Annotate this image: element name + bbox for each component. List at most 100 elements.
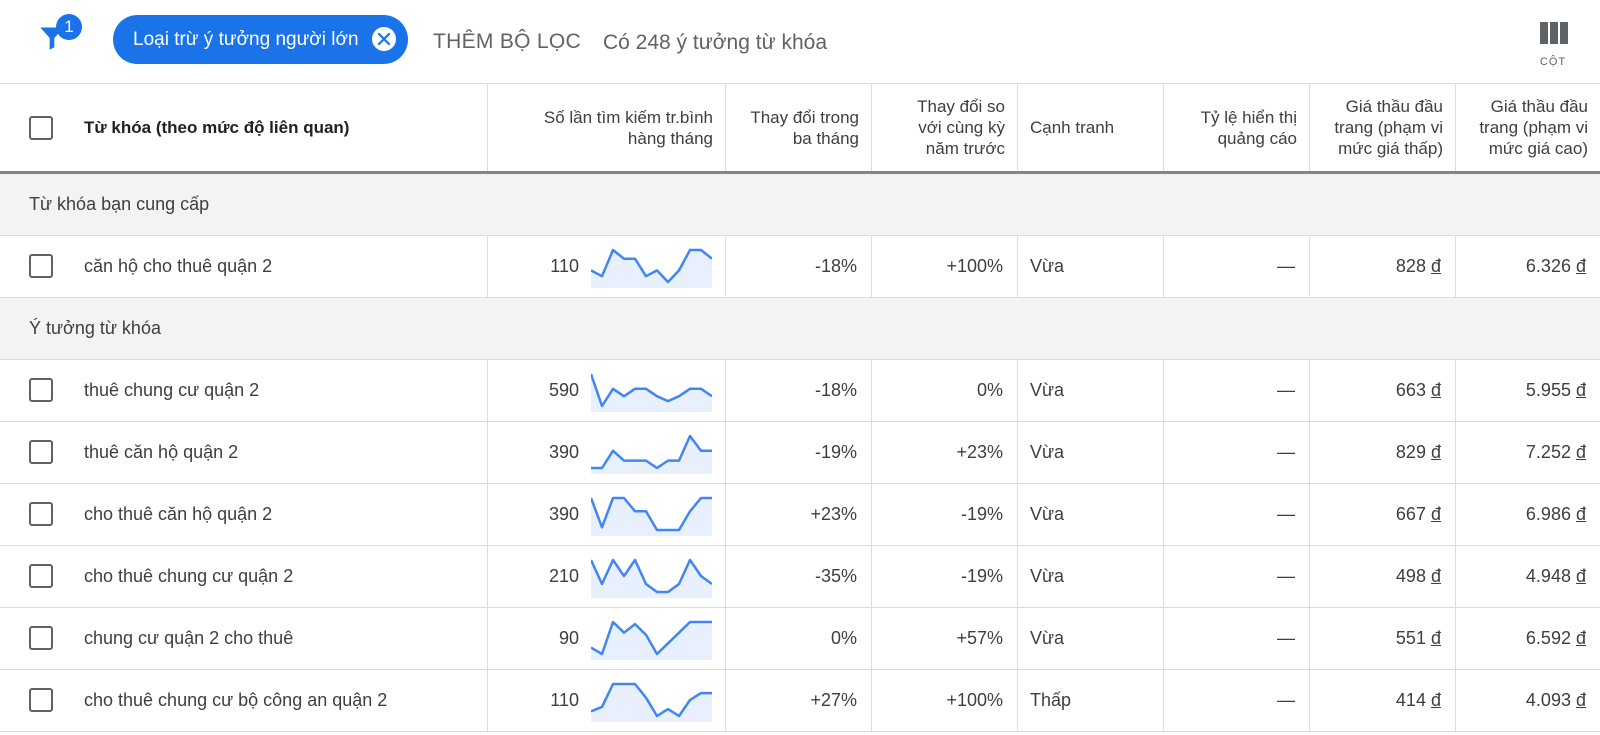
keyword-cell: cho thuê chung cư quận 2	[0, 546, 488, 607]
header-yoy-change[interactable]: Thay đổi so với cùng kỳ năm trước	[872, 84, 1018, 171]
three-month-change-cell: +23%	[726, 484, 872, 545]
header-avg-searches[interactable]: Số lần tìm kiếm tr.bình hàng tháng	[488, 84, 726, 171]
trend-sparkline	[591, 373, 712, 412]
columns-icon	[1540, 22, 1568, 44]
avg-searches-value: 590	[548, 380, 579, 400]
competition-cell: Vừa	[1018, 546, 1164, 607]
table-row[interactable]: thuê căn hộ quận 2 390 -19% +23% Vừa —829 đ 7.…	[0, 422, 1600, 484]
trend-sparkline	[591, 248, 712, 288]
keyword-text: cho thuê căn hộ quận 2	[84, 504, 273, 524]
trend-sparkline	[591, 434, 712, 474]
bid-high-cell: 6.986 đ	[1456, 484, 1600, 545]
bid-high-value: 4.093	[1525, 690, 1571, 710]
header-bid-low[interactable]: Giá thầu đầu trang (phạm vi mức giá thấp)	[1310, 84, 1456, 171]
table-row[interactable]: cho thuê chung cư quận 2 210 -35% -19% Vừa —4…	[0, 546, 1600, 608]
keyword-cell: căn hộ cho thuê quận 2	[0, 236, 488, 297]
avg-searches-value: 110	[550, 256, 579, 276]
three-month-change-cell: -18%	[726, 236, 872, 297]
header-yoy-line1: Thay đổi so	[917, 97, 1005, 116]
sparkline-line	[591, 620, 712, 656]
section-provided-label: Từ khóa bạn cung cấp	[29, 194, 210, 214]
bid-low-cell: 829 đ	[1310, 422, 1456, 483]
avg-searches-value: 390	[548, 504, 579, 524]
impression-share-cell: —	[1164, 422, 1310, 483]
add-filter-button[interactable]: THÊM BỘ LỌC	[433, 30, 581, 53]
row-checkbox[interactable]	[29, 564, 53, 588]
table-row[interactable]: chung cư quận 2 cho thuê 90 0% +57% Vừa —551 …	[0, 608, 1600, 670]
row-checkbox[interactable]	[29, 626, 53, 650]
close-icon[interactable]	[372, 27, 396, 51]
table-row[interactable]: cho thuê căn hộ quận 2 390 +23% -19% Vừa —667…	[0, 484, 1600, 546]
currency-symbol: đ	[1575, 566, 1586, 586]
avg-searches-value: 390	[548, 442, 579, 462]
bid-low-cell: 663 đ	[1310, 360, 1456, 421]
header-keyword[interactable]: Từ khóa (theo mức độ liên quan)	[0, 84, 488, 171]
table-row[interactable]: thuê chung cư quận 2 590 -18% 0% Vừa —663 đ 5.…	[0, 360, 1600, 422]
section-provided-keywords: Từ khóa bạn cung cấp	[0, 174, 1600, 236]
adult-ideas-filter-chip[interactable]: Loại trừ ý tưởng người lớn	[113, 15, 408, 64]
bid-high-value: 4.948	[1525, 566, 1571, 586]
bid-high-cell: 4.948 đ	[1456, 546, 1600, 607]
row-checkbox[interactable]	[29, 440, 53, 464]
table-row[interactable]: cho thuê chung cư bộ công an quận 2 110 +2…	[0, 670, 1600, 732]
currency-symbol: đ	[1430, 566, 1441, 586]
header-yoy-line2: với cùng kỳ	[918, 118, 1005, 137]
header-impression-share[interactable]: Tỷ lệ hiển thị quảng cáo	[1164, 84, 1310, 171]
bid-high-value: 7.252	[1525, 442, 1571, 462]
header-three-month-change[interactable]: Thay đổi trong ba tháng	[726, 84, 872, 171]
yoy-change-cell: +100%	[872, 236, 1018, 297]
bid-low-value: 828	[1395, 256, 1426, 276]
idea-count-text: Có 248 ý tưởng từ khóa	[603, 31, 828, 54]
currency-symbol: đ	[1575, 690, 1586, 710]
row-checkbox[interactable]	[29, 254, 53, 278]
keyword-text: thuê chung cư quận 2	[84, 380, 260, 400]
bid-low-cell: 498 đ	[1310, 546, 1456, 607]
avg-searches-value: 210	[548, 566, 579, 586]
sparkline-area	[591, 498, 712, 536]
trend-sparkline	[591, 496, 712, 536]
row-checkbox[interactable]	[29, 502, 53, 526]
keyword-text: thuê căn hộ quận 2	[84, 442, 239, 462]
competition-cell: Vừa	[1018, 484, 1164, 545]
impression-share-cell: —	[1164, 360, 1310, 421]
currency-symbol: đ	[1575, 504, 1586, 524]
bid-high-cell: 5.955 đ	[1456, 360, 1600, 421]
sparkline-area	[591, 622, 712, 660]
row-checkbox[interactable]	[29, 378, 53, 402]
bid-high-cell: 4.093 đ	[1456, 670, 1600, 731]
currency-symbol: đ	[1430, 628, 1441, 648]
competition-cell: Vừa	[1018, 236, 1164, 297]
avg-searches-cell: 210	[488, 546, 726, 607]
bid-high-value: 6.326	[1525, 256, 1571, 276]
row-checkbox[interactable]	[29, 688, 53, 712]
yoy-change-cell: 0%	[872, 360, 1018, 421]
filter-count-badge: 1	[56, 14, 82, 40]
bid-high-value: 5.955	[1525, 380, 1571, 400]
trend-sparkline	[591, 682, 712, 722]
yoy-change-cell: +23%	[872, 422, 1018, 483]
currency-symbol: đ	[1430, 380, 1441, 400]
competition-cell: Vừa	[1018, 360, 1164, 421]
impression-share-cell: —	[1164, 670, 1310, 731]
three-month-change-cell: -18%	[726, 360, 872, 421]
currency-symbol: đ	[1430, 442, 1441, 462]
bid-low-cell: 667 đ	[1310, 484, 1456, 545]
filter-button[interactable]: 1	[34, 14, 82, 62]
keyword-cell: thuê chung cư quận 2	[0, 360, 488, 421]
header-avg-searches-line1: Số lần tìm kiếm tr.bình	[543, 107, 713, 127]
competition-cell: Vừa	[1018, 422, 1164, 483]
header-bid-high[interactable]: Giá thầu đầu trang (phạm vi mức giá cao)	[1456, 84, 1600, 171]
bid-low-cell: 414 đ	[1310, 670, 1456, 731]
avg-searches-value: 90	[558, 628, 579, 648]
keyword-cell: thuê căn hộ quận 2	[0, 422, 488, 483]
impression-share-cell: —	[1164, 546, 1310, 607]
header-impression-share-line2: quảng cáo	[1217, 128, 1297, 148]
keyword-text: cho thuê chung cư quận 2	[84, 566, 294, 586]
bid-low-value: 498	[1395, 566, 1426, 586]
header-competition[interactable]: Cạnh tranh	[1018, 84, 1164, 171]
columns-button[interactable]: CỘT	[1528, 18, 1578, 74]
select-all-checkbox[interactable]	[29, 116, 53, 140]
columns-label: CỘT	[1539, 56, 1567, 68]
table-row[interactable]: căn hộ cho thuê quận 2 110 -18% +100% Vừa —82…	[0, 236, 1600, 298]
keyword-cell: chung cư quận 2 cho thuê	[0, 608, 488, 669]
